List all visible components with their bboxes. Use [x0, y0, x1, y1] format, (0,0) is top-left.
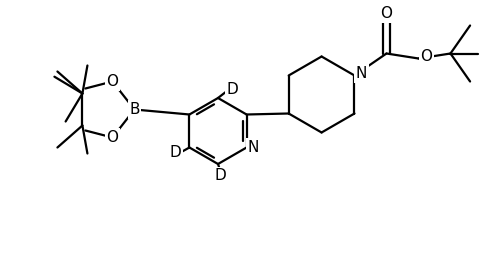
- Text: O: O: [106, 130, 118, 145]
- Text: O: O: [380, 6, 392, 21]
- Text: D: D: [226, 82, 238, 98]
- Text: N: N: [356, 66, 367, 81]
- Text: O: O: [106, 74, 118, 89]
- Text: O: O: [420, 49, 432, 64]
- Text: D: D: [214, 169, 226, 183]
- Text: B: B: [129, 102, 140, 117]
- Text: N: N: [248, 140, 260, 155]
- Text: D: D: [170, 145, 181, 160]
